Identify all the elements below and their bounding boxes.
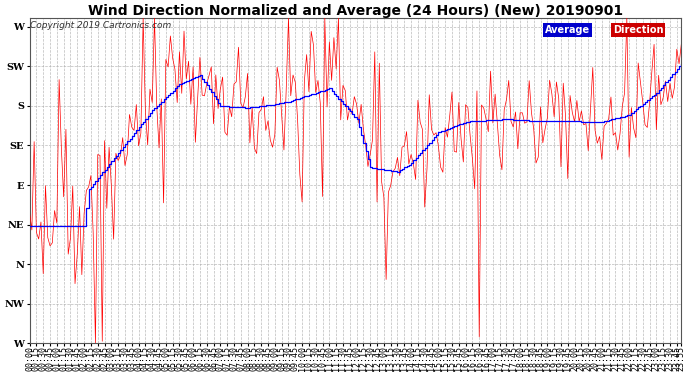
Title: Wind Direction Normalized and Average (24 Hours) (New) 20190901: Wind Direction Normalized and Average (2… [88, 4, 623, 18]
Text: Copyright 2019 Cartronics.com: Copyright 2019 Cartronics.com [30, 21, 172, 30]
Text: Average: Average [544, 25, 589, 34]
Text: Direction: Direction [613, 25, 663, 34]
